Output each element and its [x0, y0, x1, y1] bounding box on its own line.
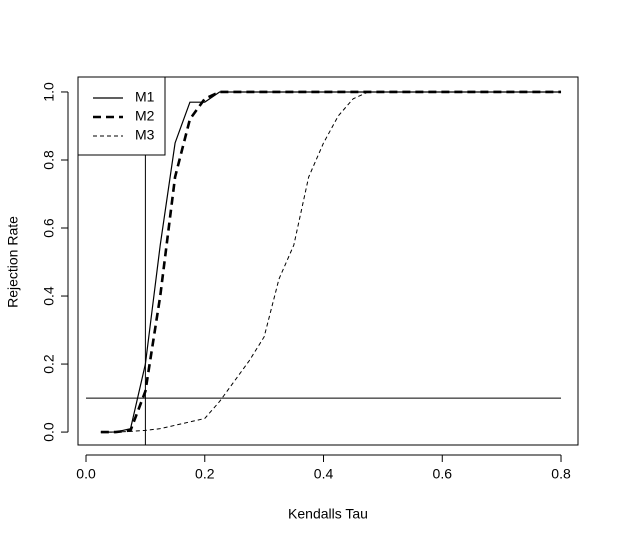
series-line: [100, 91, 562, 433]
x-tick-label: 0.4: [314, 466, 334, 482]
y-tick-label: 0.6: [41, 218, 57, 238]
plot-frame: [77, 76, 579, 446]
y-tick-label: 0.0: [41, 422, 57, 442]
series-line: [100, 90, 562, 434]
y-axis-label: Rejection Rate: [5, 216, 21, 308]
legend-label: M1: [135, 89, 155, 105]
series-line: [100, 91, 562, 433]
y-tick-label: 1.0: [41, 82, 57, 102]
x-tick-label: 0.2: [195, 466, 215, 482]
x-tick-label: 0.6: [433, 466, 453, 482]
y-tick-label: 0.2: [41, 354, 57, 374]
legend-label: M3: [135, 127, 155, 143]
y-tick-label: 0.4: [41, 286, 57, 306]
x-axis-label: Kendalls Tau: [288, 506, 368, 522]
legend-label: M2: [135, 108, 155, 124]
x-tick-label: 0.8: [551, 466, 571, 482]
y-tick-label: 0.8: [41, 150, 57, 170]
x-tick-label: 0.0: [76, 466, 96, 482]
